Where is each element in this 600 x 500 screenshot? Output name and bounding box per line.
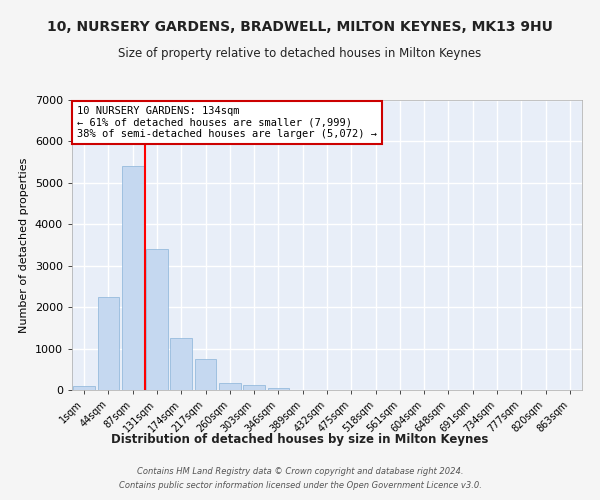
Text: 10 NURSERY GARDENS: 134sqm
← 61% of detached houses are smaller (7,999)
38% of s: 10 NURSERY GARDENS: 134sqm ← 61% of deta… bbox=[77, 106, 377, 139]
Text: 10, NURSERY GARDENS, BRADWELL, MILTON KEYNES, MK13 9HU: 10, NURSERY GARDENS, BRADWELL, MILTON KE… bbox=[47, 20, 553, 34]
Text: Distribution of detached houses by size in Milton Keynes: Distribution of detached houses by size … bbox=[112, 432, 488, 446]
Text: Size of property relative to detached houses in Milton Keynes: Size of property relative to detached ho… bbox=[118, 48, 482, 60]
Bar bbox=[146, 249, 168, 390]
Bar bbox=[243, 386, 265, 390]
Bar bbox=[122, 166, 143, 390]
Bar bbox=[97, 297, 119, 390]
Text: Contains HM Land Registry data © Crown copyright and database right 2024.: Contains HM Land Registry data © Crown c… bbox=[137, 468, 463, 476]
Bar bbox=[219, 383, 241, 390]
Bar bbox=[194, 359, 217, 390]
Bar bbox=[268, 388, 289, 390]
Y-axis label: Number of detached properties: Number of detached properties bbox=[19, 158, 29, 332]
Bar bbox=[73, 386, 95, 390]
Bar bbox=[170, 338, 192, 390]
Text: Contains public sector information licensed under the Open Government Licence v3: Contains public sector information licen… bbox=[119, 481, 481, 490]
